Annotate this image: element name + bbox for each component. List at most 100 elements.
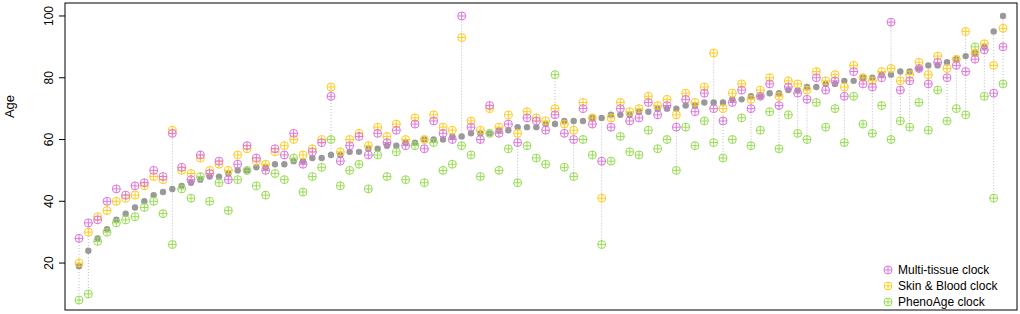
point	[168, 241, 176, 249]
point	[290, 129, 298, 137]
point	[140, 179, 148, 187]
point	[859, 80, 867, 88]
point	[383, 139, 391, 147]
legend: Multi-tissue clockSkin & Blood clockPhen…	[884, 263, 998, 309]
point	[626, 148, 634, 156]
point	[934, 58, 942, 66]
point	[346, 142, 354, 150]
series-0	[76, 13, 1006, 270]
point	[682, 123, 690, 131]
y-tick-label: 20	[42, 256, 56, 270]
point	[75, 234, 83, 242]
point	[607, 114, 615, 122]
point	[784, 111, 792, 119]
point	[943, 117, 951, 125]
point	[757, 93, 763, 99]
point	[122, 216, 130, 224]
legend-symbol	[884, 282, 892, 290]
point	[850, 68, 858, 76]
point	[112, 197, 120, 205]
point	[784, 83, 792, 91]
point	[476, 173, 484, 181]
point	[719, 105, 727, 113]
point	[420, 136, 428, 144]
point	[495, 166, 503, 174]
point	[308, 148, 316, 156]
point	[271, 145, 279, 153]
point	[84, 219, 92, 227]
point	[178, 185, 186, 193]
point	[850, 92, 858, 100]
point	[840, 92, 848, 100]
point	[943, 64, 951, 72]
point	[196, 151, 204, 159]
point	[691, 98, 699, 106]
point	[159, 173, 167, 181]
point	[187, 194, 195, 202]
point	[840, 139, 848, 147]
point	[710, 49, 718, 57]
point	[299, 188, 307, 196]
point	[990, 61, 998, 69]
point	[775, 92, 783, 100]
point	[570, 126, 578, 134]
point	[280, 142, 288, 150]
point	[392, 126, 400, 134]
point	[822, 77, 830, 85]
point	[411, 142, 419, 150]
point	[75, 259, 83, 267]
point	[290, 154, 298, 162]
point	[747, 142, 755, 150]
point	[580, 118, 586, 124]
point	[420, 179, 428, 187]
point	[94, 216, 102, 224]
range-line	[713, 53, 714, 143]
point	[812, 74, 820, 82]
point	[355, 132, 363, 140]
point	[710, 139, 718, 147]
point	[719, 154, 727, 162]
point	[813, 84, 819, 90]
point	[356, 149, 362, 155]
point	[132, 204, 138, 210]
point	[514, 129, 522, 137]
point	[672, 166, 680, 174]
point	[887, 18, 895, 26]
point	[738, 86, 746, 94]
point	[252, 182, 260, 190]
point	[448, 160, 456, 168]
point	[486, 129, 494, 137]
point	[346, 166, 354, 174]
point	[336, 157, 344, 165]
point	[859, 120, 867, 128]
point	[318, 163, 326, 171]
point	[420, 145, 428, 153]
point	[663, 102, 671, 110]
point	[430, 117, 438, 125]
point	[524, 124, 530, 130]
point	[542, 160, 550, 168]
point	[532, 154, 540, 162]
point	[150, 197, 158, 205]
point	[355, 160, 363, 168]
point	[962, 53, 968, 59]
point	[103, 207, 111, 215]
point	[168, 129, 176, 137]
point	[924, 126, 932, 134]
point	[224, 176, 232, 184]
point	[868, 129, 876, 137]
point	[336, 182, 344, 190]
series-1	[75, 43, 1007, 304]
point	[962, 27, 970, 35]
point	[934, 86, 942, 94]
y-tick	[59, 139, 65, 140]
point	[486, 130, 492, 136]
point	[794, 129, 802, 137]
point	[570, 136, 578, 144]
point	[878, 102, 886, 110]
point	[775, 102, 783, 110]
point	[896, 86, 904, 94]
point	[458, 142, 466, 150]
y-tick	[59, 15, 65, 16]
point	[551, 111, 559, 119]
